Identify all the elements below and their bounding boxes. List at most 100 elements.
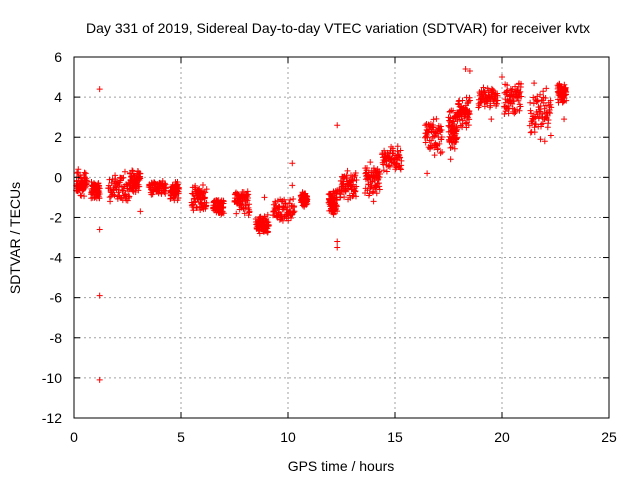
x-tick-label: 25: [601, 429, 617, 445]
data-point: [462, 66, 469, 73]
data-point: [330, 211, 337, 218]
data-point: [245, 191, 252, 198]
data-point: [532, 114, 539, 121]
data-point: [352, 169, 359, 176]
data-point: [246, 201, 253, 208]
data-point: [534, 98, 541, 105]
data-point: [422, 139, 429, 146]
data-point: [220, 198, 227, 205]
data-point: [285, 217, 292, 224]
data-point: [561, 92, 568, 99]
data-point: [487, 102, 494, 109]
data-point: [278, 212, 285, 219]
x-axis-label: GPS time / hours: [288, 458, 395, 474]
x-tick-label: 20: [494, 429, 510, 445]
data-point: [488, 116, 495, 123]
data-point: [543, 85, 550, 92]
data-point: [540, 88, 547, 95]
data-point: [353, 176, 360, 183]
data-point: [531, 80, 538, 87]
x-tick-labels: 0 5 10 15 20 25: [70, 429, 617, 445]
data-point: [546, 110, 553, 117]
data-point: [481, 88, 488, 95]
y-tick-label: -8: [50, 330, 63, 346]
data-point: [245, 212, 252, 219]
data-point: [334, 238, 341, 245]
data-point: [480, 84, 487, 91]
data-point: [376, 186, 383, 193]
y-tick-label: -12: [42, 410, 62, 426]
data-point: [334, 122, 341, 129]
data-point: [124, 197, 131, 204]
data-point: [220, 210, 227, 217]
data-point: [438, 127, 445, 134]
data-point: [287, 196, 294, 203]
data-point: [367, 159, 374, 166]
data-point: [504, 82, 511, 89]
data-point: [120, 187, 127, 194]
data-point: [430, 133, 437, 140]
data-point: [350, 177, 357, 184]
data-point: [370, 198, 377, 205]
data-point: [538, 111, 545, 118]
data-point: [73, 170, 80, 177]
data-point: [454, 134, 461, 141]
data-point: [190, 207, 197, 214]
data-point: [116, 183, 123, 190]
data-point: [289, 160, 296, 167]
data-point: [106, 176, 113, 183]
data-point: [352, 188, 359, 195]
data-point: [515, 97, 522, 104]
data-point: [341, 194, 348, 201]
data-point: [96, 292, 103, 299]
data-point: [450, 107, 457, 114]
data-point: [466, 111, 473, 118]
data-point: [96, 226, 103, 233]
y-tick-label: -10: [42, 370, 62, 386]
data-point: [119, 188, 126, 195]
data-point: [466, 97, 473, 104]
data-point: [120, 174, 127, 181]
data-point: [201, 194, 208, 201]
data-point: [481, 103, 488, 110]
data-point: [537, 103, 544, 110]
data-point: [395, 151, 402, 158]
data-point: [121, 168, 128, 175]
data-point: [162, 190, 169, 197]
data-point: [233, 210, 240, 217]
data-point: [397, 154, 404, 161]
data-point: [465, 122, 472, 129]
data-point: [466, 68, 473, 75]
data-point: [490, 87, 497, 94]
data-point: [276, 203, 283, 210]
data-point: [425, 129, 432, 136]
data-point: [398, 157, 405, 164]
data-point: [290, 195, 297, 202]
data-point: [344, 167, 351, 174]
data-point: [96, 376, 103, 383]
data-point: [541, 138, 548, 145]
data-point: [547, 132, 554, 139]
y-tick-label: -6: [50, 290, 63, 306]
chart-title: Day 331 of 2019, Sidereal Day-to-day VTE…: [86, 20, 590, 36]
data-point: [83, 178, 90, 185]
data-point: [261, 194, 268, 201]
data-point: [377, 170, 384, 177]
data-point: [397, 165, 404, 172]
data-points: [73, 66, 570, 383]
data-point: [428, 137, 435, 144]
data-point: [438, 133, 445, 140]
data-point: [376, 183, 383, 190]
data-point: [334, 208, 341, 215]
y-tick-labels: -12 -10 -8 -6 -4 -2 0 2 4 6: [42, 49, 62, 426]
data-point: [380, 167, 387, 174]
data-point: [516, 90, 523, 97]
data-point: [494, 97, 501, 104]
data-point: [107, 198, 114, 205]
data-point: [466, 116, 473, 123]
data-point: [431, 152, 438, 159]
data-point: [264, 211, 271, 218]
data-point: [376, 168, 383, 175]
data-point: [289, 182, 296, 189]
data-point: [459, 97, 466, 104]
